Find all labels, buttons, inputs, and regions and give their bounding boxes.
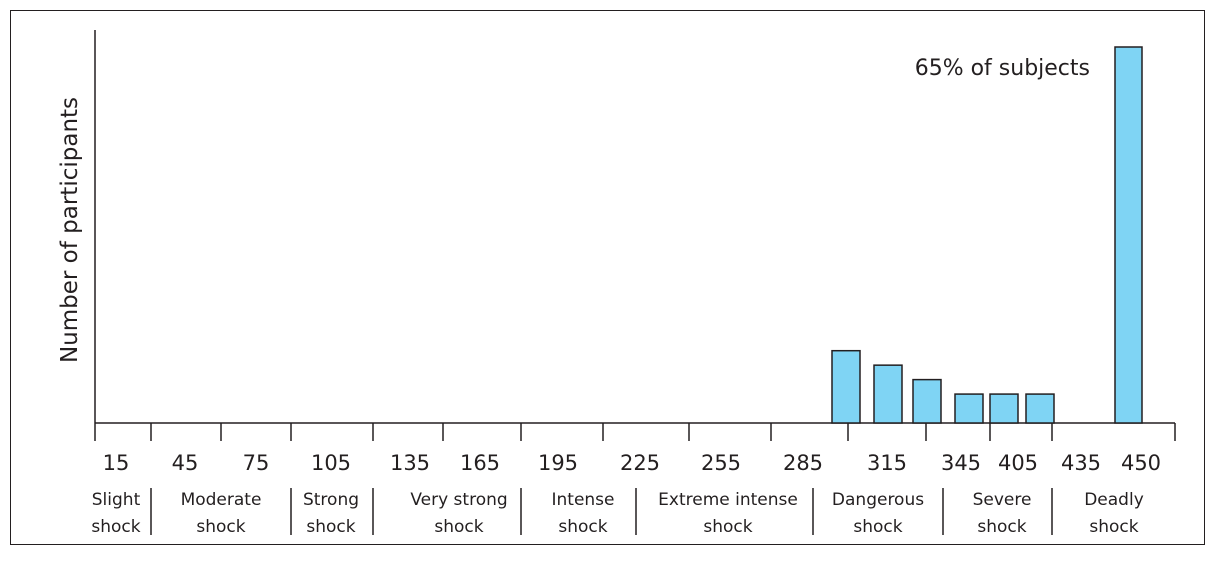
category-label-line1: Very strong [410,490,507,510]
x-tick-label: 405 [998,451,1038,475]
category-label-line1: Moderate [181,490,262,510]
bar [989,393,1019,424]
bar [1114,46,1143,424]
category-label-line2: shock [196,517,245,537]
bar [831,349,861,424]
category-label-line2: shock [434,517,483,537]
bar [912,378,942,424]
shock-categories: Slight shock Moderate shock Strong shock Very … [91,488,1144,537]
category-label-line2: shock [1089,517,1138,537]
category-label-line2: shock [91,517,140,537]
category-label-line1: Slight [92,490,141,510]
category-label-line1: Severe [973,490,1032,510]
category-label-line2: shock [558,517,607,537]
category-label-line1: Strong [303,490,359,510]
x-tick-label: 450 [1121,451,1161,475]
x-axis-ticks: 15 45 75 105 135 165 195 225 255 285 315 345 405 435 4… [94,423,1176,475]
category-label-line2: shock [853,517,902,537]
category-label-line2: shock [306,517,355,537]
bar-series [831,46,1143,424]
x-tick-label: 195 [538,451,578,475]
x-tick-label: 75 [243,451,270,475]
chart-axes [94,30,1175,424]
chart-frame [10,10,1205,545]
x-tick-label: 45 [172,451,199,475]
x-tick-label: 255 [701,451,741,475]
bar [873,364,903,424]
category-label-line1: Deadly [1084,490,1144,510]
x-tick-label: 285 [783,451,823,475]
bar-annotation: 65% of subjects [915,56,1090,81]
bar [1025,393,1055,424]
bar [954,393,984,424]
x-tick-label: 105 [311,451,351,475]
x-tick-label: 435 [1061,451,1101,475]
x-tick-label: 345 [941,451,981,475]
category-label-line2: shock [703,517,752,537]
x-tick-label: 315 [867,451,907,475]
x-tick-label: 225 [620,451,660,475]
category-label-line1: Dangerous [832,490,924,510]
category-label-line1: Extreme intense [658,490,798,510]
y-axis-label: Number of participants [57,97,83,363]
x-tick-label: 135 [390,451,430,475]
category-label-line2: shock [977,517,1026,537]
category-label-line1: Intense [551,490,614,510]
x-tick-label: 165 [460,451,500,475]
x-tick-label: 15 [103,451,130,475]
